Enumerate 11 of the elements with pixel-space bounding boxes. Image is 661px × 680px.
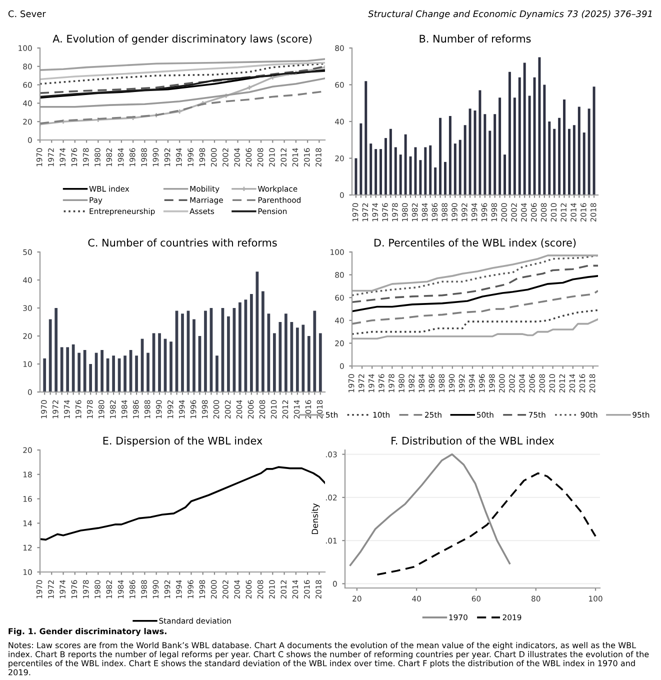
text: Structural Change and Economic Dynamics 73 (2025) 376–391 — [368, 10, 652, 19]
chart-title: E. Dispersion of the WBL index — [103, 436, 262, 447]
y-axis-title: Density — [312, 503, 320, 534]
chart-title: A. Evolution of gender discriminatory laws (score) — [52, 34, 312, 45]
text: C. Sever — [8, 10, 46, 18]
caption: Fig. 1. Gender discriminatory laws. — [8, 628, 166, 636]
chart-title: D. Percentiles of the WBL index (score) — [374, 238, 576, 248]
chart-title: B. Number of reforms — [420, 34, 531, 43]
chart-title: F. Distribution of the WBL index — [392, 436, 554, 445]
chart-title: C. Number of countries with reforms — [88, 238, 277, 247]
text: Notes: Law scores are from the World Bank’s WBL database. Chart A documents the evolution of the mean value of the eight indicators, as well as the WBL index. Chart B reports the number of legal reforms per year. Chart C shows the number of reforming countries per year. Chart D illustrates the evolution of the percentiles of the WBL index. Chart E shows the standard deviation of the WBL index over time. Chart F plots the distribution of the WBL index in 1970 and 2019. — [8, 642, 649, 676]
